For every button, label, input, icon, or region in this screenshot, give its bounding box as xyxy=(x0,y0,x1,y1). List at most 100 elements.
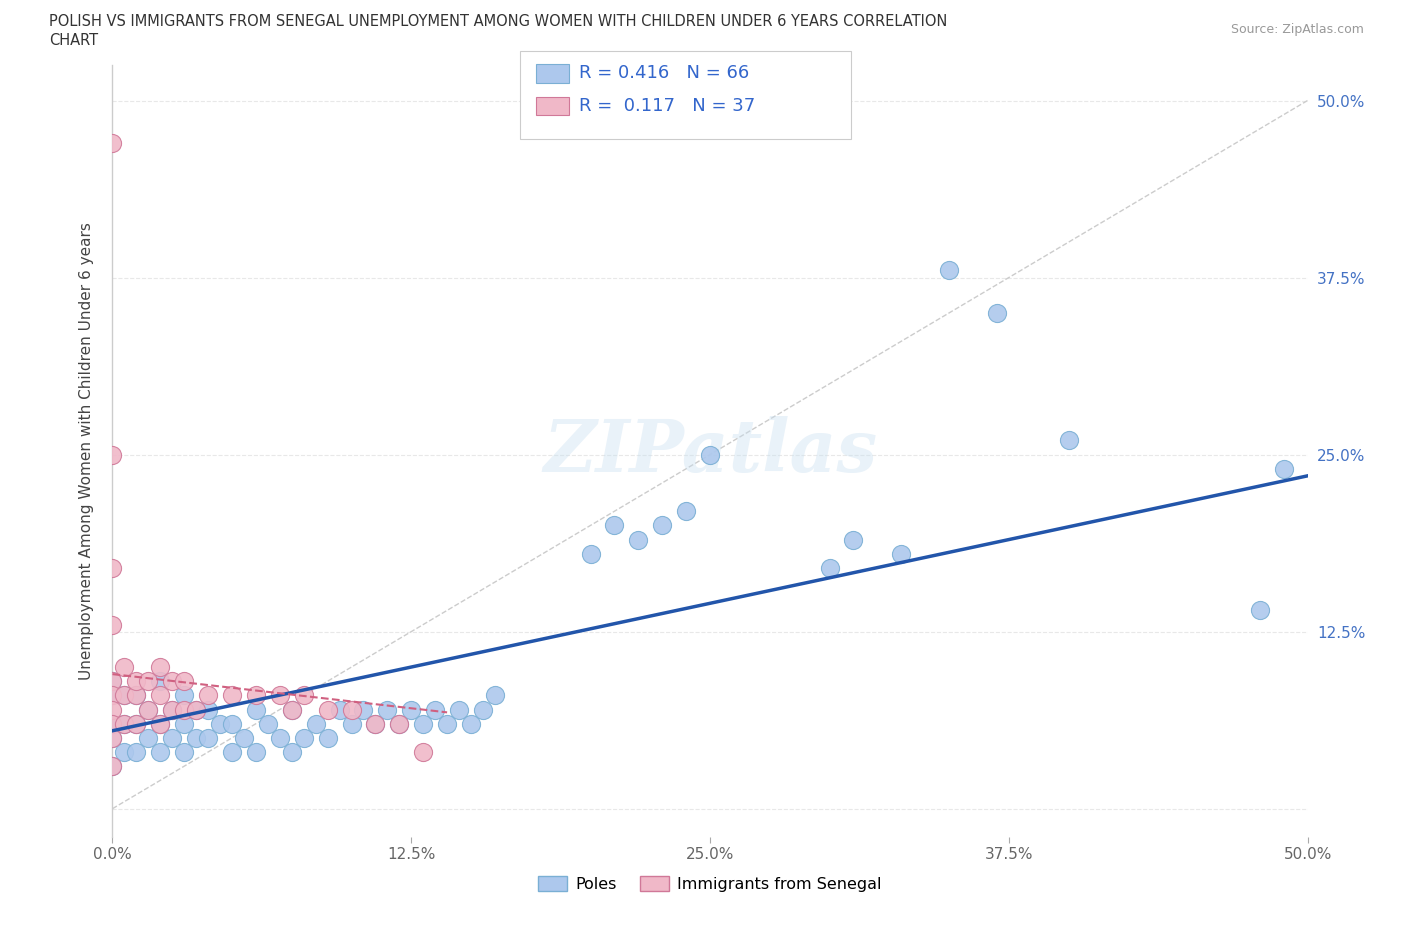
Point xyxy=(114,716,135,731)
Point xyxy=(986,306,1008,321)
Point xyxy=(281,702,304,717)
Point xyxy=(209,716,232,731)
Point xyxy=(221,745,243,760)
Point xyxy=(329,702,352,717)
Point xyxy=(1272,461,1295,476)
Point xyxy=(579,546,602,561)
Point xyxy=(269,730,291,745)
Text: R =  0.117   N = 37: R = 0.117 N = 37 xyxy=(579,97,755,115)
Point xyxy=(269,688,291,703)
Point xyxy=(388,716,411,731)
Point xyxy=(305,716,328,731)
Point xyxy=(627,532,650,547)
Point xyxy=(114,688,135,703)
Point xyxy=(125,688,148,703)
Point xyxy=(340,716,363,731)
Point xyxy=(173,702,195,717)
Point xyxy=(149,716,172,731)
Point xyxy=(699,447,721,462)
Point xyxy=(101,716,124,731)
Point xyxy=(412,716,434,731)
Point xyxy=(125,673,148,688)
Point xyxy=(101,618,124,632)
Point xyxy=(101,561,124,576)
Point xyxy=(173,716,195,731)
Point xyxy=(197,688,219,703)
Point xyxy=(114,716,135,731)
Point xyxy=(162,673,183,688)
Point xyxy=(162,702,183,717)
Point xyxy=(281,745,304,760)
Point xyxy=(149,659,172,674)
Point xyxy=(1057,433,1080,448)
Point xyxy=(186,730,208,745)
Point xyxy=(436,716,458,731)
Point xyxy=(101,759,124,774)
Point xyxy=(125,716,148,731)
Point xyxy=(233,730,256,745)
Legend: Poles, Immigrants from Senegal: Poles, Immigrants from Senegal xyxy=(531,870,889,898)
Point xyxy=(114,745,135,760)
Point xyxy=(101,716,124,731)
Point xyxy=(101,688,124,703)
Point xyxy=(352,702,374,717)
Point xyxy=(162,730,183,745)
Point xyxy=(818,561,841,576)
Point xyxy=(221,688,243,703)
Point xyxy=(101,688,124,703)
Point xyxy=(149,745,172,760)
Point xyxy=(675,504,697,519)
Point xyxy=(125,716,148,731)
Point xyxy=(292,688,315,703)
Point xyxy=(173,688,195,703)
Point xyxy=(460,716,482,731)
Point xyxy=(149,673,172,688)
Point xyxy=(412,745,434,760)
Point xyxy=(484,688,506,703)
Text: ZIPatlas: ZIPatlas xyxy=(543,416,877,486)
Point xyxy=(472,702,495,717)
Point xyxy=(651,518,673,533)
Point xyxy=(173,673,195,688)
Point xyxy=(162,702,183,717)
Point xyxy=(149,716,172,731)
Point xyxy=(364,716,387,731)
Point xyxy=(101,673,124,688)
Point xyxy=(138,702,160,717)
Point xyxy=(138,702,160,717)
Text: Source: ZipAtlas.com: Source: ZipAtlas.com xyxy=(1230,23,1364,36)
Point xyxy=(842,532,865,547)
Point xyxy=(173,745,195,760)
Point xyxy=(149,688,172,703)
Point xyxy=(101,702,124,717)
Point xyxy=(125,745,148,760)
Point xyxy=(245,688,267,703)
Text: POLISH VS IMMIGRANTS FROM SENEGAL UNEMPLOYMENT AMONG WOMEN WITH CHILDREN UNDER 6: POLISH VS IMMIGRANTS FROM SENEGAL UNEMPL… xyxy=(49,14,948,29)
Point xyxy=(890,546,912,561)
Point xyxy=(281,702,304,717)
Point xyxy=(101,447,124,462)
Point xyxy=(938,263,960,278)
Point xyxy=(603,518,626,533)
Point xyxy=(125,688,148,703)
Point xyxy=(101,730,124,745)
Point xyxy=(114,688,135,703)
Point xyxy=(245,745,267,760)
Point xyxy=(138,673,160,688)
Point xyxy=(377,702,399,717)
Text: R = 0.416   N = 66: R = 0.416 N = 66 xyxy=(579,64,749,83)
Point xyxy=(316,730,339,745)
Point xyxy=(101,759,124,774)
Point xyxy=(101,136,124,151)
Point xyxy=(197,730,219,745)
Point xyxy=(340,702,363,717)
Point xyxy=(101,730,124,745)
Point xyxy=(316,702,339,717)
Point xyxy=(401,702,423,717)
Text: CHART: CHART xyxy=(49,33,98,47)
Point xyxy=(292,730,315,745)
Point xyxy=(186,702,208,717)
Point xyxy=(257,716,280,731)
Point xyxy=(138,730,160,745)
Point xyxy=(1249,603,1271,618)
